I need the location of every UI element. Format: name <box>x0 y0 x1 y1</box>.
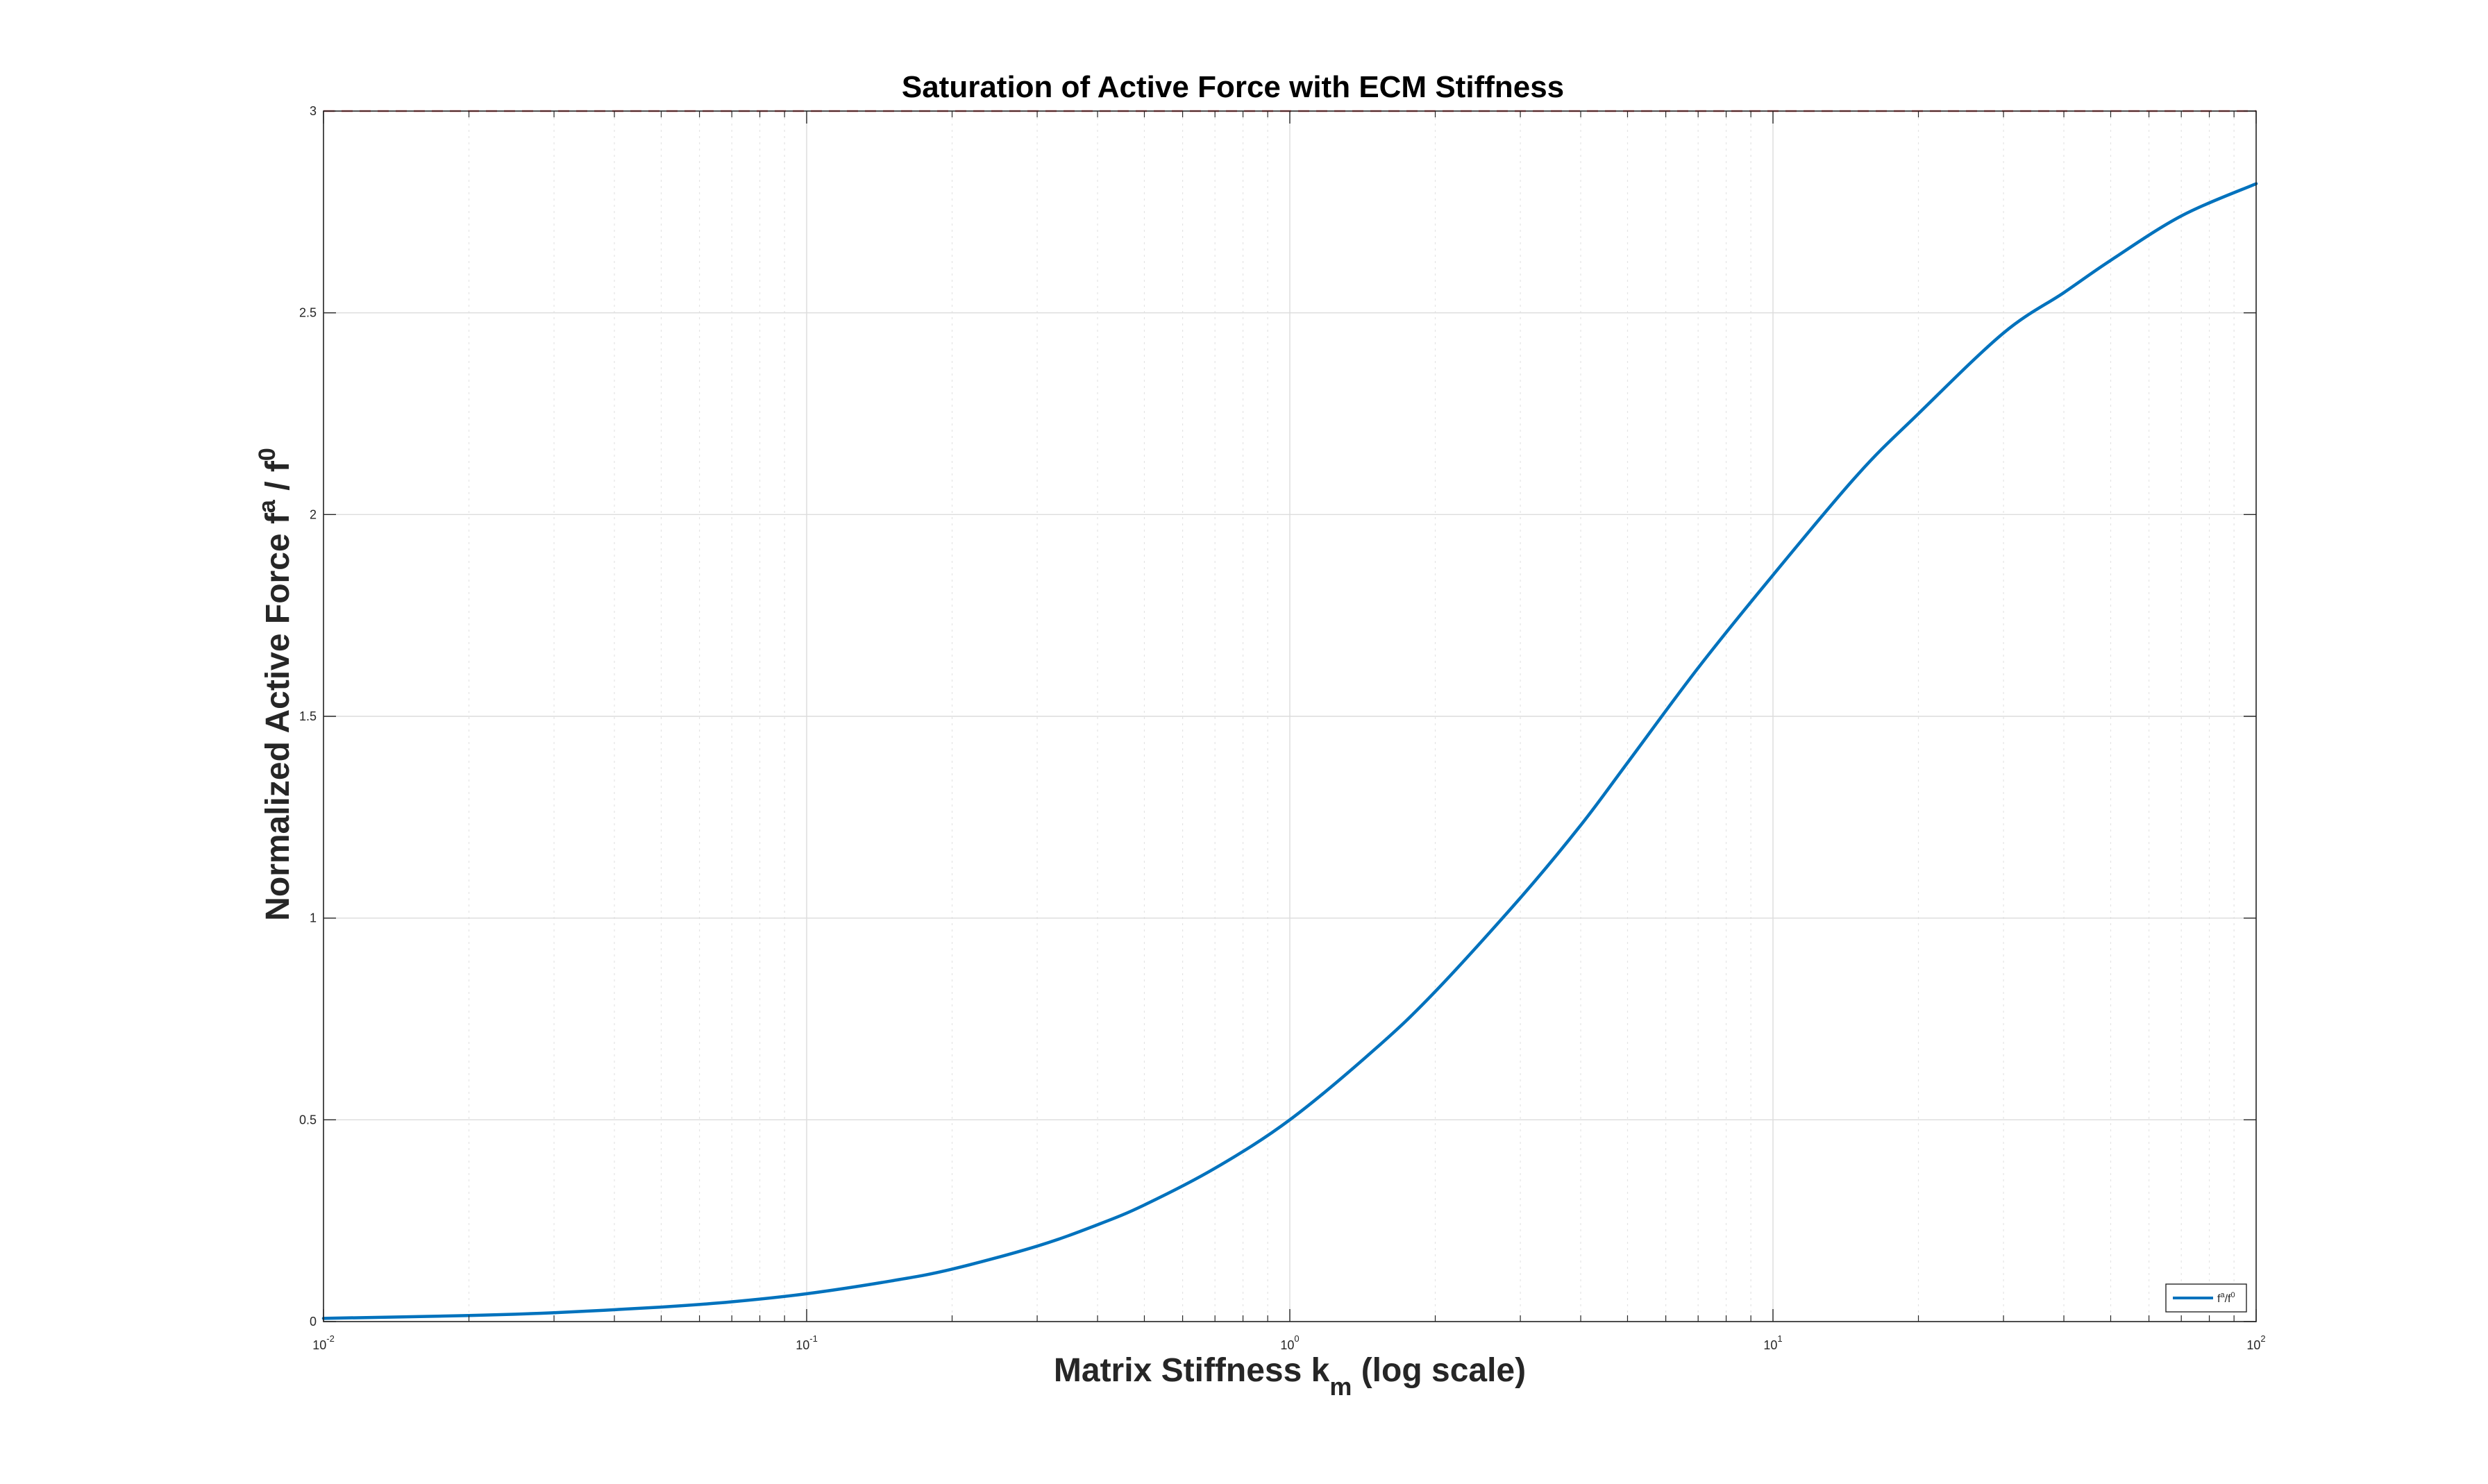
y-axis-label: Normalized Active Force fa / f0 <box>254 448 296 921</box>
y-tick-labels: 0 0.5 1 1.5 2 2.5 3 <box>299 104 317 1329</box>
x-tick-label: 102 <box>2246 1333 2265 1352</box>
y-tick-label: 1 <box>310 911 317 925</box>
y-tick-label: 1.5 <box>299 709 317 723</box>
series-layer <box>321 182 2258 1320</box>
x-tick-label-exponent: 1 <box>1777 1333 1782 1344</box>
x-axis-label: Matrix Stiffness km (log scale) <box>1054 1352 1526 1401</box>
x-tick-label-base: 10 <box>2246 1338 2260 1352</box>
x-tick-label-exponent: -2 <box>326 1333 335 1344</box>
x-tick-label-base: 10 <box>1763 1338 1777 1352</box>
x-tick-label-base: 10 <box>796 1338 809 1352</box>
y-tick-label: 0.5 <box>299 1113 317 1127</box>
series-line <box>321 182 2258 1320</box>
y-tick-label: 2 <box>310 507 317 521</box>
legend-entry-label: fa/f0 <box>2217 1291 2235 1305</box>
y-tick-label: 2.5 <box>299 306 317 320</box>
ticks <box>323 110 2257 1322</box>
x-tick-label-exponent: -1 <box>809 1333 818 1344</box>
x-tick-label: 10-1 <box>796 1333 818 1352</box>
y-tick-label: 3 <box>310 104 317 118</box>
x-tick-labels: 10-2 10-1 100 101 102 <box>312 1333 2265 1352</box>
y-tick-label: 0 <box>310 1315 317 1329</box>
legend: fa/f0 <box>2165 1283 2247 1313</box>
x-tick-label-base: 10 <box>1280 1338 1294 1352</box>
x-tick-label: 101 <box>1763 1333 1782 1352</box>
x-tick-label-base: 10 <box>312 1338 326 1352</box>
x-tick-label: 100 <box>1280 1333 1299 1352</box>
plot-area <box>321 110 2258 1322</box>
x-tick-label: 10-2 <box>312 1333 335 1352</box>
x-tick-label-exponent: 0 <box>1294 1333 1299 1344</box>
chart-title: Saturation of Active Force with ECM Stif… <box>902 70 1564 104</box>
x-tick-label-exponent: 2 <box>2260 1333 2265 1344</box>
